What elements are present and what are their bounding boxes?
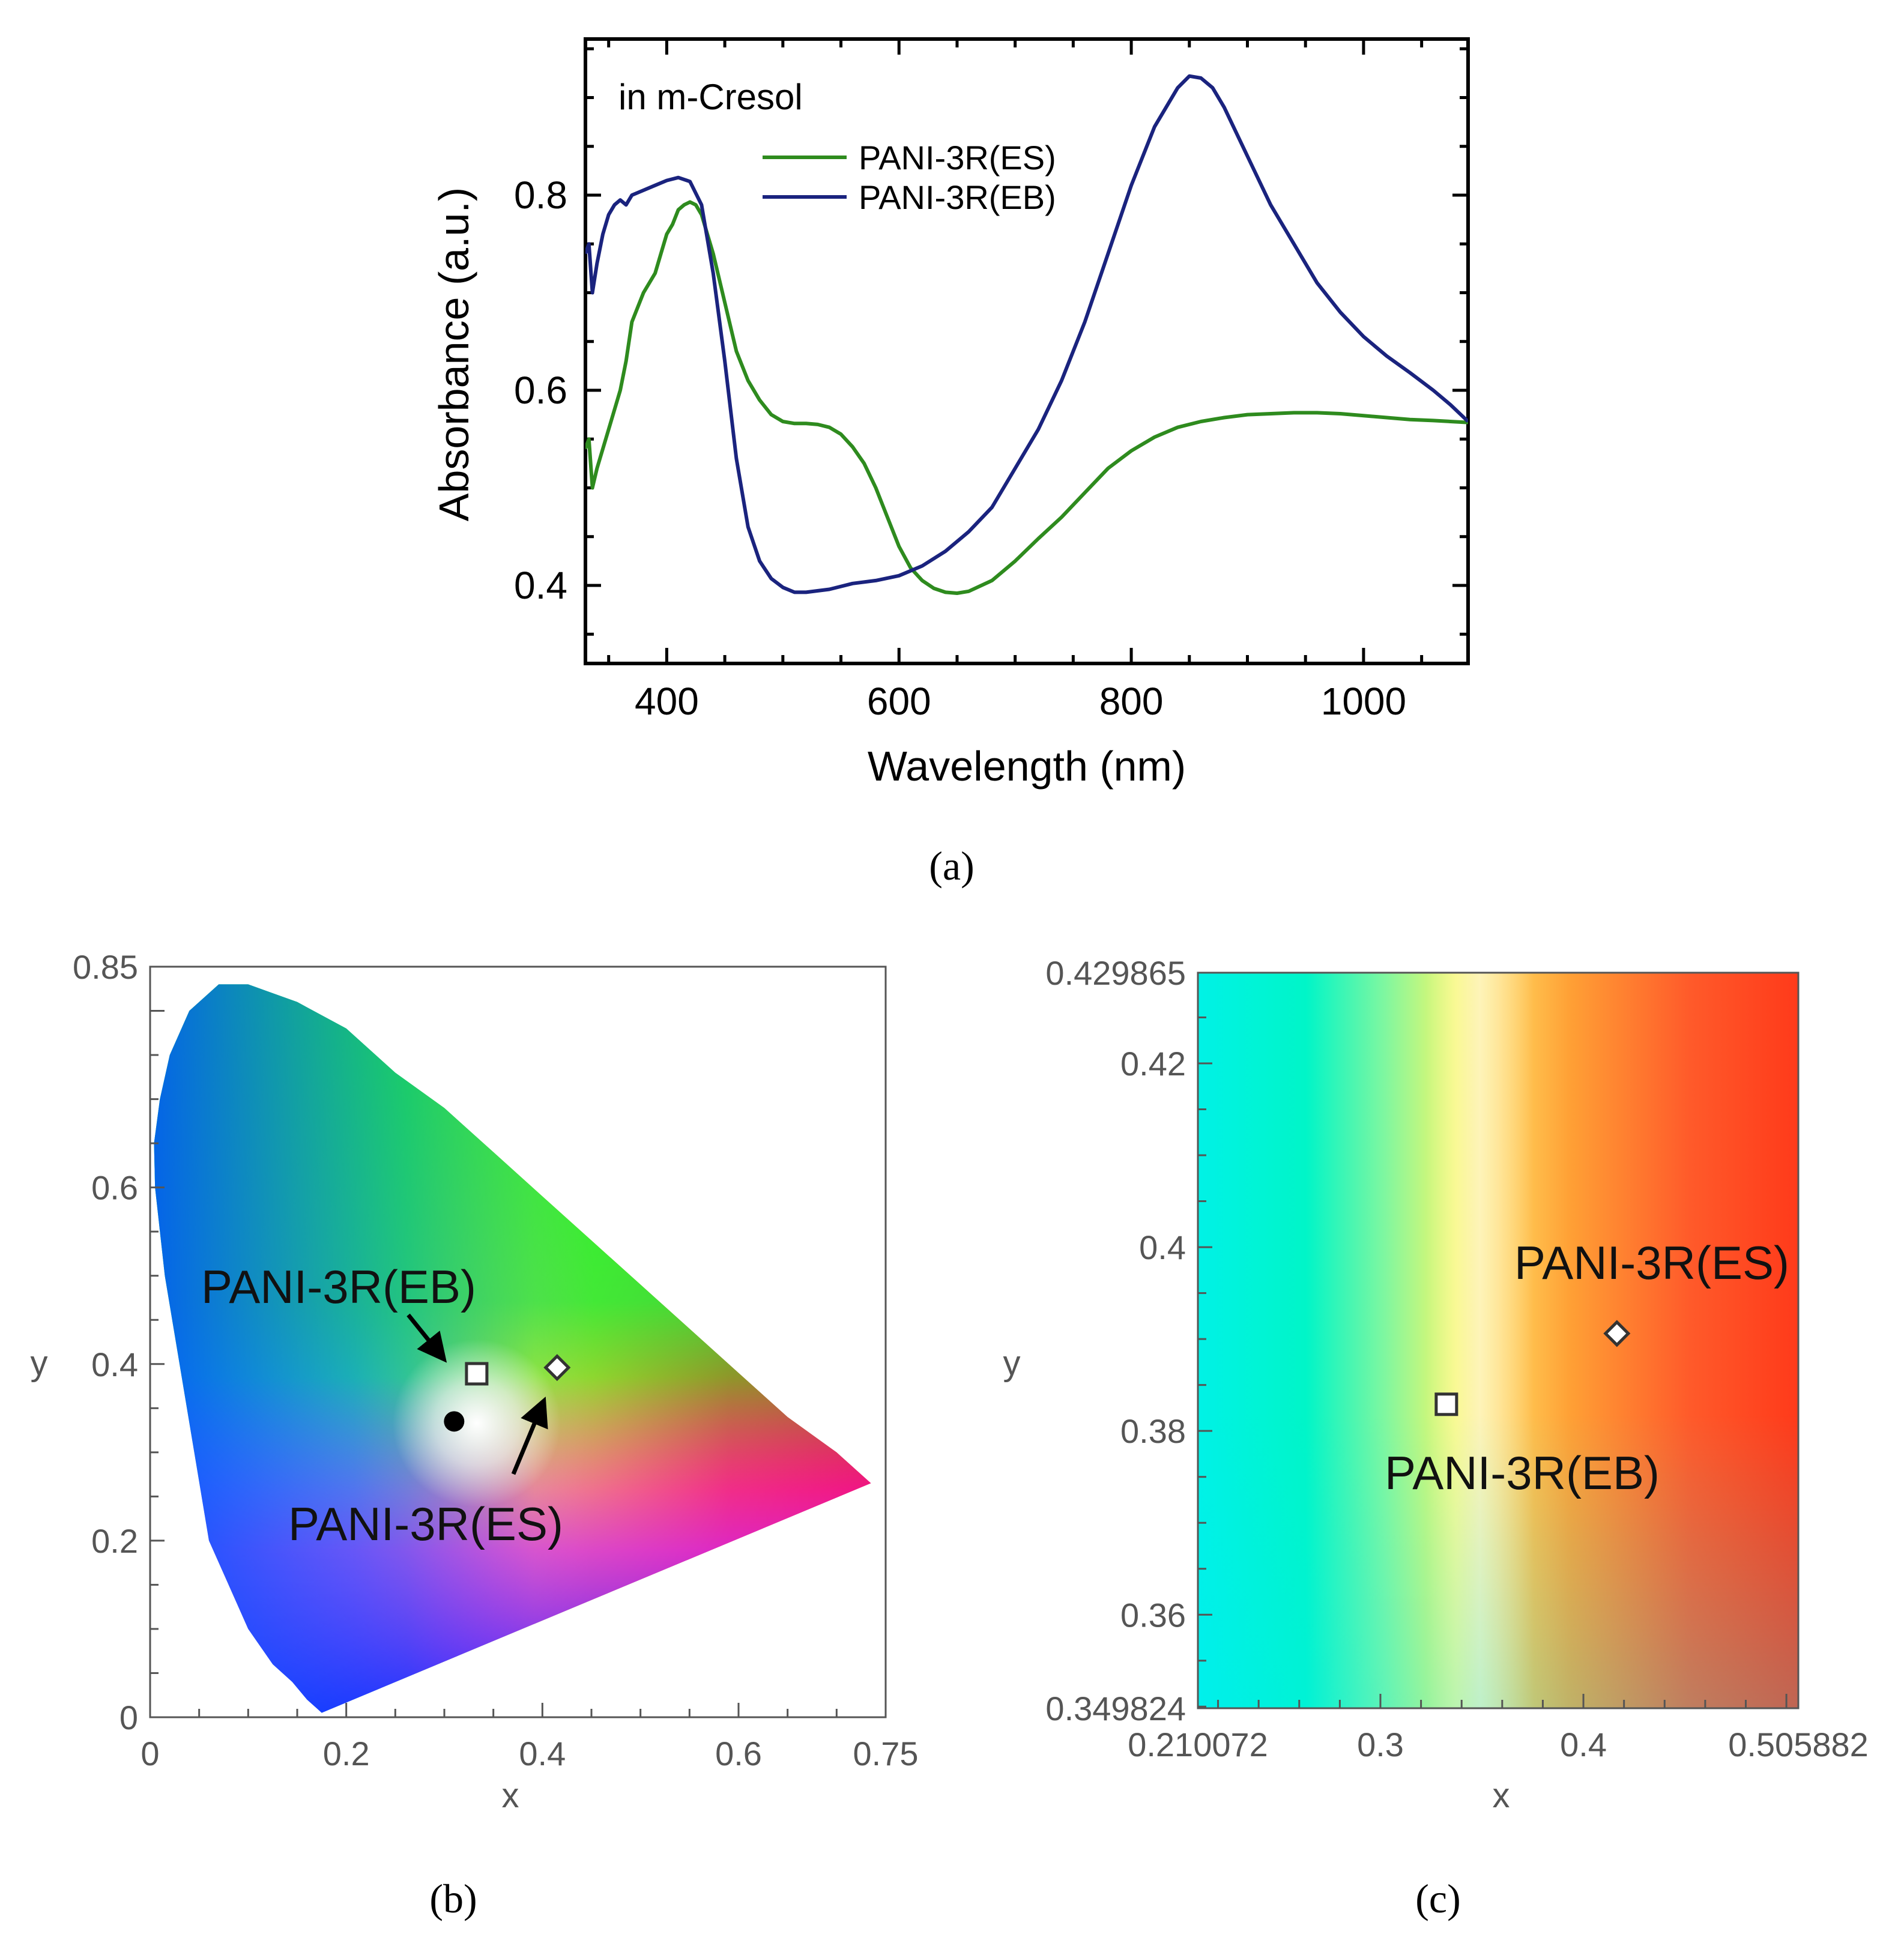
panel-a-x-axis-label: Wavelength (nm) [868,743,1186,790]
panel-c-zoomed-cie: 0.210072 0.3 0.4 0.505882 0.349824 0.36 0.38 0.… [1003,954,1869,1921]
panel-b-label-eb: PANI-3R(EB) [201,1260,476,1313]
panel-b-points [444,1354,571,1432]
panel-b-arrow-eb [406,1313,447,1363]
panel-b-y-tick-label: 0.6 [91,1169,138,1207]
panel-b-ticks [149,965,887,1718]
caption-c: (c) [1415,1876,1460,1921]
panel-a-line-chart: 400 600 800 1000 0.4 0.6 0.8 in m-Cresol PANI-… [431,37,1470,889]
panel-b-x-tick-label: 0.4 [519,1735,566,1772]
panel-b-cie-diagram: 0 0.2 0.4 0.6 0.75 0 0.2 0.4 0.6 0.85 x y PANI-3R… [31,948,919,1921]
panel-b-arrow-es [511,1396,548,1475]
panel-a-x-tick-label: 600 [867,680,931,723]
panel-c-y-axis-label: y [1003,1344,1021,1383]
panel-a-tick-labels: 400 600 800 1000 0.4 0.6 0.8 [514,174,1406,723]
point-es-diamond [1603,1320,1631,1347]
panel-c-y-tick-label: 0.349824 [1045,1690,1186,1727]
panel-a-x-tick-label: 400 [635,680,699,723]
cie-gamut-fill [154,984,871,1713]
panel-b-y-tick-label: 0.2 [91,1522,138,1560]
panel-b-x-tick-label: 0.75 [853,1735,919,1772]
panel-c-x-tick-label: 0.3 [1357,1726,1404,1763]
panel-a-x-tick-label: 1000 [1321,680,1406,723]
panel-c-ticks [1198,1016,1788,1708]
panel-b-x-tick-label: 0.6 [715,1735,762,1772]
panel-a-annotation: in m-Cresol [618,77,803,117]
panel-c-y-tick-label: 0.429865 [1045,954,1186,992]
panel-c-y-tick-label: 0.4 [1139,1228,1186,1266]
panel-c-y-tick-label: 0.42 [1120,1045,1186,1083]
panel-c-y-tick-label: 0.36 [1120,1596,1186,1634]
panel-c-x-axis-label: x [1493,1776,1510,1815]
panel-c-tick-labels: 0.210072 0.3 0.4 0.505882 0.349824 0.36 0.38 0.… [1045,954,1868,1763]
legend-label-es: PANI-3R(ES) [859,139,1056,177]
panel-b-y-tick-label: 0.85 [73,948,138,986]
panel-a-x-tick-label: 800 [1099,680,1164,723]
panel-b-x-tick-label: 0.2 [323,1735,370,1772]
panel-b-y-axis-label: y [31,1344,48,1383]
panel-a-y-axis-label: Absorbance (a.u.) [431,187,477,521]
panel-c-y-tick-label: 0.38 [1120,1412,1186,1450]
point-es-diamond [543,1354,571,1382]
panel-b-y-tick-label: 0 [119,1699,138,1736]
panel-a-y-tick-label: 0.8 [514,174,567,217]
panel-b-y-tick-label: 0.4 [91,1346,138,1383]
panel-a-y-tick-label: 0.4 [514,564,567,607]
panel-c-x-tick-label: 0.4 [1560,1726,1607,1763]
series-line-es [585,200,1468,595]
series-line-eb [585,74,1468,594]
panel-b-x-axis-label: x [502,1776,519,1815]
panel-a-ticks [585,39,1468,663]
panel-b-x-tick-label: 0 [141,1735,159,1772]
caption-b: (b) [429,1876,477,1921]
panel-b-plot-frame [149,965,887,1718]
panel-c-label-eb: PANI-3R(EB) [1385,1446,1660,1499]
panel-a-series-group [585,74,1468,595]
caption-a: (a) [929,843,974,889]
panel-c-points [1434,1320,1631,1416]
point-eb-square [1434,1392,1458,1416]
point-white-reference [444,1411,465,1432]
panel-b-label-es: PANI-3R(ES) [288,1497,563,1550]
panel-b-tick-labels: 0 0.2 0.4 0.6 0.75 0 0.2 0.4 0.6 0.85 [73,948,919,1772]
panel-a-y-tick-label: 0.6 [514,369,567,412]
panel-c-plot-frame [1197,971,1800,1709]
panel-c-x-tick-label: 0.210072 [1128,1726,1268,1763]
point-eb-square [465,1362,489,1386]
panel-c-x-tick-label: 0.505882 [1728,1726,1869,1763]
panel-c-label-es: PANI-3R(ES) [1514,1236,1789,1289]
legend-label-eb: PANI-3R(EB) [859,178,1056,216]
panel-a-plot-frame [584,37,1470,665]
